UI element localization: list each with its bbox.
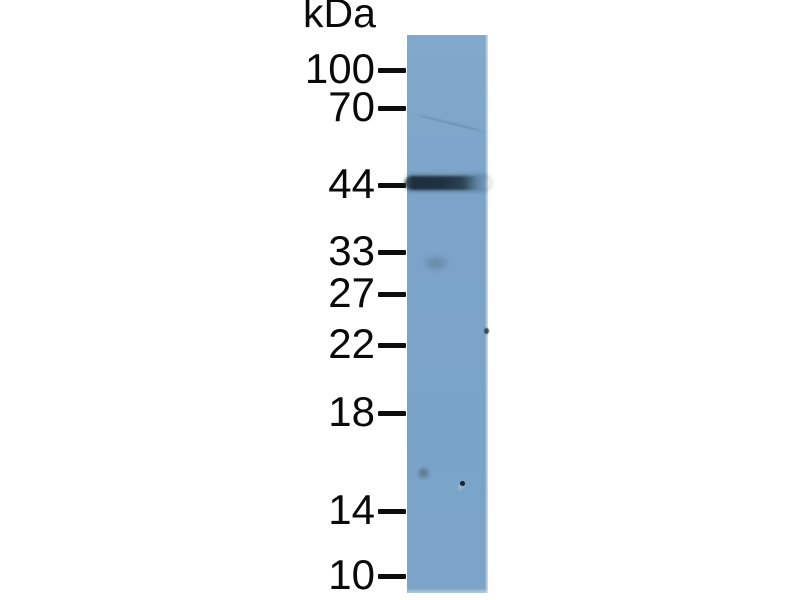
edge-speck-artifact [484, 328, 489, 334]
mw-marker-row: 27 [106, 271, 406, 315]
protein-band-44kda [405, 176, 490, 190]
mw-marker-row: 14 [106, 488, 406, 532]
faint-smudge-33kda [423, 255, 449, 271]
mw-label: 100 [304, 45, 375, 92]
blot-lane [405, 35, 490, 593]
mw-label: 22 [328, 320, 375, 367]
mw-marker-row: 100 [106, 47, 406, 91]
mw-label: 18 [328, 388, 375, 435]
unit-label: kDa [303, 0, 376, 36]
mw-marker-row: 33 [106, 229, 406, 273]
mw-label: 10 [328, 551, 375, 598]
mw-marker-row: 10 [106, 553, 406, 597]
mw-label: 14 [328, 486, 375, 533]
tick-mark [378, 68, 406, 73]
mw-marker-row: 18 [106, 390, 406, 434]
mw-label: 27 [328, 269, 375, 316]
mw-marker-row: 70 [106, 85, 406, 129]
mw-marker-row: 22 [106, 322, 406, 366]
artifact-spot-right [460, 481, 465, 486]
mw-label: 70 [328, 83, 375, 130]
tick-mark [378, 574, 406, 579]
mw-marker-row: 44 [106, 162, 406, 206]
tick-mark [378, 183, 406, 188]
tick-mark [378, 343, 406, 348]
tick-mark [378, 292, 406, 297]
mw-label: 33 [328, 227, 375, 274]
artifact-spot-left [417, 467, 431, 480]
tick-mark [378, 509, 406, 514]
scratch-artifact [409, 112, 488, 134]
tick-mark [378, 250, 406, 255]
mw-label: 44 [328, 160, 375, 207]
tick-mark [378, 106, 406, 111]
tick-mark [378, 411, 406, 416]
